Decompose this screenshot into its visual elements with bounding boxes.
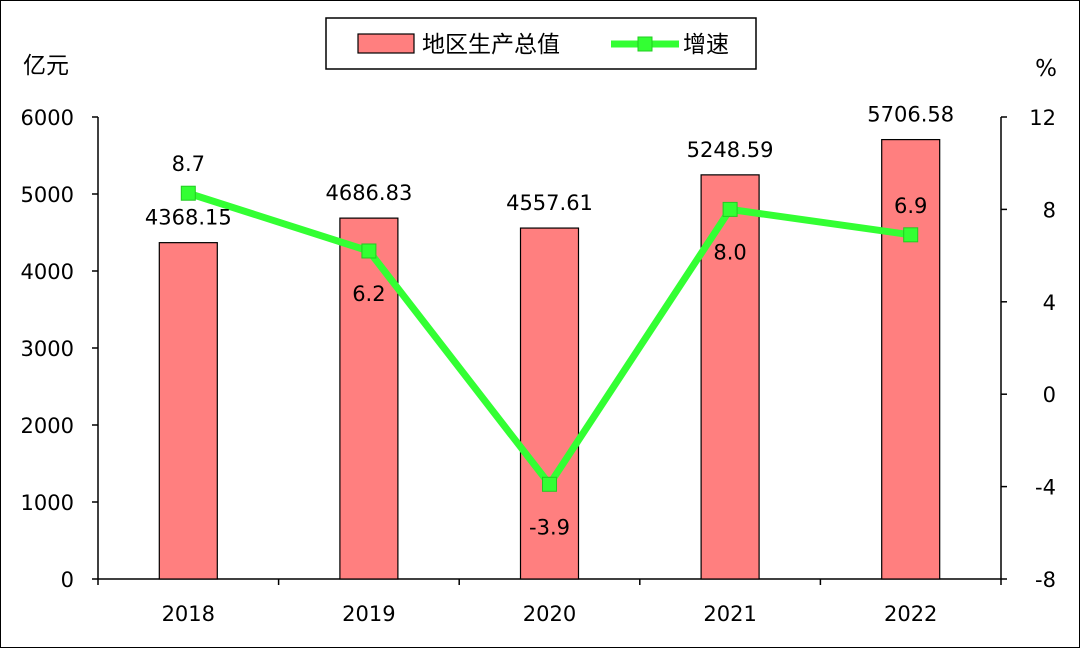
right-tick-label: 8	[1043, 198, 1056, 222]
growth-value-label: -3.9	[529, 515, 570, 539]
bar	[158, 242, 218, 580]
left-tick-label: 1000	[21, 491, 74, 515]
growth-marker	[180, 185, 196, 201]
axes: 0 1000 2000 3000 4000 5000 6000 -8 -4 0 4 8 12 2018 20…	[21, 53, 1057, 626]
bar-value-label: 4686.83	[325, 181, 412, 205]
growth-marker	[722, 201, 738, 217]
growth-value-label: 8.7	[172, 152, 205, 176]
x-tick-label: 2021	[703, 602, 756, 626]
x-tick-label: 2022	[884, 602, 937, 626]
bars	[158, 138, 941, 580]
right-tick-label: -8	[1035, 568, 1056, 592]
growth-line	[180, 185, 919, 492]
left-tick-label: 6000	[21, 106, 74, 130]
left-tick-label: 0	[61, 568, 74, 592]
legend-line-marker	[637, 36, 653, 52]
left-tick-label: 3000	[21, 337, 74, 361]
bar	[881, 138, 941, 580]
bar-value-label: 4368.15	[145, 206, 232, 230]
left-tick-label: 4000	[21, 260, 74, 284]
left-tick-label: 2000	[21, 414, 74, 438]
growth-value-label: 6.9	[894, 194, 927, 218]
left-axis-unit: 亿元	[23, 53, 69, 79]
right-tick-label: 4	[1043, 291, 1056, 315]
right-axis-unit: %	[1035, 56, 1057, 82]
right-tick-label: 0	[1043, 383, 1056, 407]
data-labels: 4368.15 4686.83 4557.61 5248.59 5706.58 8.7 6.…	[145, 103, 954, 540]
growth-marker	[361, 243, 377, 259]
growth-value-label: 8.0	[713, 240, 746, 264]
bar-value-label: 4557.61	[506, 191, 593, 215]
x-tick-label: 2019	[342, 602, 395, 626]
growth-marker	[903, 227, 919, 243]
left-tick-label: 5000	[21, 183, 74, 207]
x-tick-label: 2018	[162, 602, 215, 626]
right-tick-label: 12	[1029, 106, 1056, 130]
legend-bar-swatch	[357, 33, 415, 54]
x-tick-label: 2020	[523, 602, 576, 626]
right-tick-label: -4	[1035, 476, 1056, 500]
bar	[519, 227, 580, 580]
bar-value-label: 5248.59	[687, 138, 774, 162]
legend-line-label: 增速	[683, 32, 729, 58]
bar-value-label: 5706.58	[867, 103, 954, 127]
growth-marker	[542, 476, 557, 492]
legend-bar-label: 地区生产总值	[422, 32, 560, 58]
legend: 地区生产总值 增速	[325, 17, 757, 70]
growth-value-label: 6.2	[352, 282, 385, 306]
